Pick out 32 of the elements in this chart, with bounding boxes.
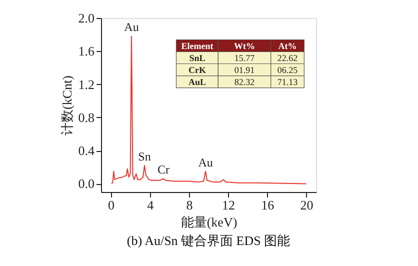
annotation: Au	[124, 20, 139, 34]
annotation: SnL	[189, 52, 206, 63]
y-tick-label: 2.0	[78, 10, 94, 26]
x-tick-label: 20	[300, 198, 314, 212]
y-tick-label: 0.0	[78, 176, 94, 192]
annotation: 82.32	[234, 76, 255, 87]
annotation: 71.13	[277, 76, 298, 87]
y-tick-label: 0.4	[78, 143, 95, 158]
x-tick-label: 4	[147, 198, 154, 212]
annotation: AuL	[188, 76, 206, 87]
annotation: Element	[181, 40, 214, 51]
annotation: Wt%	[234, 40, 256, 51]
y-tick-label: 1.2	[78, 76, 94, 92]
annotation: 22.62	[277, 52, 298, 63]
text: (b) Au/Sn 键合界面 EDS 图能	[126, 233, 290, 248]
annotation: 15.77	[234, 52, 256, 63]
annotation: CrK	[188, 64, 206, 75]
x-tick-label: 12	[222, 198, 236, 212]
annotation: Cr	[158, 162, 170, 177]
annotation: 01.91	[234, 64, 255, 75]
annotation: Au	[198, 155, 213, 170]
y-tick-label: 0.8	[78, 110, 94, 125]
annotation: Sn	[138, 149, 151, 164]
annotation: At%	[278, 40, 297, 51]
annotation: 06.25	[277, 64, 298, 75]
x-tick-label: 16	[261, 198, 275, 212]
y-axis-title: 计数(kCnt)	[59, 76, 74, 136]
x-tick-label: 0	[108, 198, 115, 212]
x-axis-title: 能量(keV)	[180, 214, 238, 230]
line-series	[111, 36, 307, 184]
x-tick-label: 8	[186, 198, 193, 212]
y-tick-label: 1.6	[78, 44, 95, 59]
